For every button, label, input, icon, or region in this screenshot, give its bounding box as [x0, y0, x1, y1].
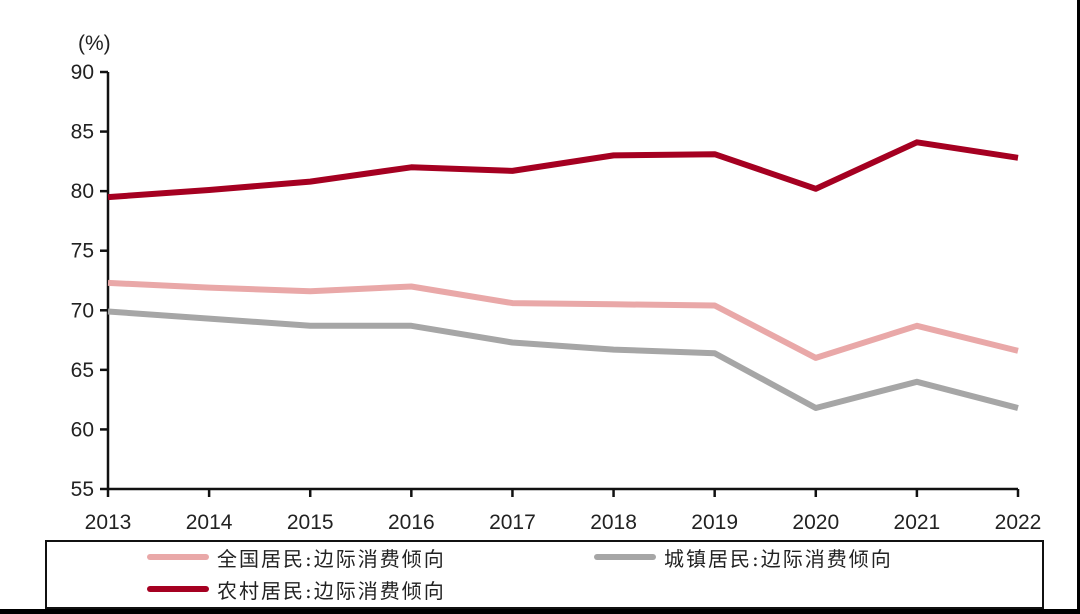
x-tick-label: 2022: [995, 511, 1042, 534]
y-tick-label: 90: [71, 61, 94, 84]
y-axis-unit-label: (%): [78, 32, 111, 55]
y-tick-label: 85: [71, 121, 94, 144]
y-tick-label: 65: [71, 359, 94, 382]
x-tick-label: 2021: [894, 511, 941, 534]
legend-item-national: 全国居民:边际消费倾向: [147, 542, 446, 572]
legend-item-urban: 城镇居民:边际消费倾向: [594, 542, 893, 572]
y-tick-label: 80: [71, 180, 94, 203]
y-tick-label: 60: [71, 418, 94, 441]
x-tick-label: 2013: [85, 511, 132, 534]
legend-swatch-urban: [594, 554, 656, 560]
right-border: [1077, 0, 1080, 614]
x-tick-label: 2020: [792, 511, 839, 534]
series-line-2: [107, 139, 1019, 201]
series-line-1: [107, 308, 1019, 411]
y-axis: 55 60 65 70 75 80 85 90: [71, 61, 110, 501]
legend-item-rural: 农村居民:边际消费倾向: [147, 574, 446, 604]
x-tick-label: 2014: [186, 511, 233, 534]
legend-label-urban: 城镇居民:边际消费倾向: [664, 546, 893, 571]
x-tick-label: 2017: [489, 511, 536, 534]
x-tick-label: 2015: [287, 511, 334, 534]
series-lines: [107, 139, 1019, 411]
series-line-0: [107, 279, 1019, 361]
legend-label-rural: 农村居民:边际消费倾向: [217, 578, 446, 603]
x-axis: 2013 2014 2015 2016 2017 2018 2019 2020 2021 2022: [85, 487, 1042, 534]
legend-swatch-rural: [147, 586, 209, 592]
legend: 全国居民:边际消费倾向 城镇居民:边际消费倾向 农村居民:边际消费倾向: [45, 540, 1044, 609]
bottom-border: [0, 609, 1080, 614]
y-tick-label: 70: [71, 299, 94, 322]
y-tick-label: 55: [71, 478, 94, 501]
x-tick-label: 2018: [590, 511, 637, 534]
legend-label-national: 全国居民:边际消费倾向: [217, 546, 446, 571]
x-tick-label: 2019: [691, 511, 738, 534]
legend-swatch-national: [147, 554, 209, 560]
y-tick-label: 75: [71, 240, 94, 263]
x-tick-label: 2016: [388, 511, 435, 534]
